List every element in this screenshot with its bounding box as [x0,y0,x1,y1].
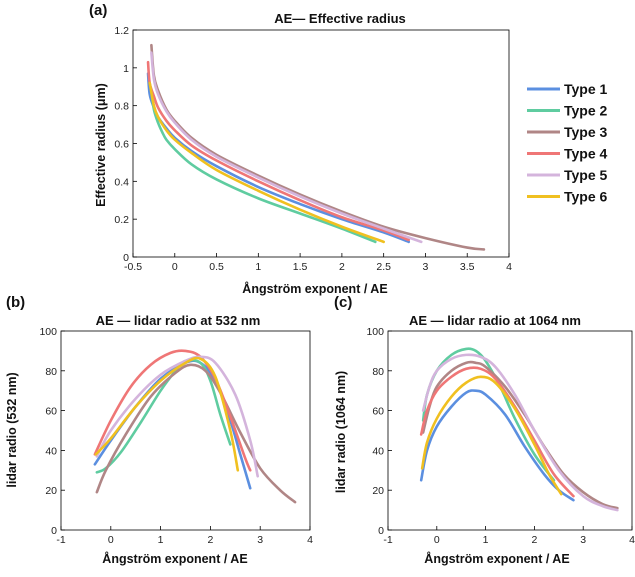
panel-c-series-line-1 [419,389,575,502]
panel-a-ytick-label: 0.6 [114,139,129,151]
legend-item: Type 6 [527,189,608,205]
panel-a-series-line-2 [150,89,377,244]
panel-b-title: AE — lidar radio at 532 nm [96,313,261,328]
panel-a-ytick-label: 0.4 [114,176,129,188]
panel-a-xtick-label: 0 [172,261,178,273]
panel-a-series-line-6 [148,81,385,244]
panel-b-axes-frame [60,330,311,531]
panel-a-series-line-5 [150,51,423,244]
panel-c-xtick-label: 4 [629,534,635,546]
panel-c-series-line-6 [420,375,563,496]
panel-c-ytick-label: 40 [372,445,384,457]
panel-a-ytick-label: 0.2 [114,214,129,226]
panel-c-ytick-label: 80 [372,366,384,378]
panel-b-xlabel: Ångström exponent / AE [102,551,247,566]
legend-item: Type 4 [527,146,608,162]
legend-label: Type 2 [564,103,608,119]
panel-b-xtick-label: -1 [56,534,65,546]
panel-b-xtick-label: 3 [257,534,263,546]
panel-c-xtick-label: 2 [531,534,537,546]
legend-item: Type 2 [527,103,608,119]
panel-a-xtick-label: 3.5 [460,261,475,273]
panel-a-tag: (a) [89,2,107,19]
panel-c-title: AE — lidar radio at 1064 nm [409,313,581,328]
panel-a-ytick-label: 1 [123,63,129,75]
panel-b-ytick-label: 60 [45,406,57,418]
panel-c-series-line-3 [421,360,619,510]
panel-c-ytick-label: 0 [378,525,384,537]
panel-c-xlabel: Ångström exponent / AE [424,551,569,566]
panel-b-ytick-label: 20 [45,485,57,497]
panel-b-ylabel: lidar radio (532 nm) [5,372,19,487]
panel-b-ytick-label: 40 [45,445,57,457]
panel-a-xtick-label: 0.5 [209,261,224,273]
panel-b-tag: (b) [6,294,25,311]
panel-c: (c) AE — lidar radio at 1064 nm Ångström… [334,294,635,566]
panel-b-ytick-label: 100 [39,326,57,338]
legend-label: Type 1 [564,81,608,97]
panel-a-series-line-4 [146,60,411,242]
panel-a-xtick-label: 2.5 [376,261,391,273]
panel-c-series-line-4 [419,366,575,498]
panel-c-series-group [419,347,619,512]
panel-a: (a) AE— Effective radius Ångström expone… [89,2,608,296]
panel-b-series-line-6 [94,356,240,472]
panel-b-series-line-2 [95,358,232,474]
panel-a-xlabel: Ångström exponent / AE [242,281,387,296]
panel-a-legend: Type 1 Type 2 Type 3 Type 4 Type 5 Type 6 [527,81,608,205]
panel-b-xtick-label: 1 [158,534,164,546]
panel-a-ytick-label: 0 [123,252,129,264]
panel-a-ylabel: Effective radius (μm) [94,83,108,207]
legend-item: Type 5 [527,167,608,183]
legend-item: Type 1 [527,81,608,97]
panel-a-xtick-label: 4 [506,261,512,273]
panel-a-xtick-label: 3 [423,261,429,273]
panel-c-tag: (c) [334,294,352,311]
panel-a-series-line-3 [150,43,486,251]
panel-c-xtick-label: 3 [580,534,586,546]
legend-label: Type 4 [564,146,608,162]
panel-a-title: AE— Effective radius [274,11,406,26]
panel-b-series-group [93,349,297,504]
panel-c-ylabel: lidar radio (1064 nm) [334,371,348,493]
panel-a-ytick-label: 0.8 [114,101,129,113]
legend-item: Type 3 [527,124,608,140]
panel-b-ytick-label: 80 [45,366,57,378]
panel-a-xtick-label: 1.5 [293,261,308,273]
panel-a-xtick-label: 2 [339,261,345,273]
panel-c-xtick-label: 0 [434,534,440,546]
panel-b: (b) AE — lidar radio at 532 nm Ångström … [5,294,313,566]
legend-label: Type 5 [564,167,608,183]
legend-label: Type 3 [564,124,608,140]
panel-a-xtick-label: -0.5 [124,261,142,273]
panel-c-xtick-label: -1 [383,534,392,546]
legend-label: Type 6 [564,189,608,205]
panel-b-ytick-label: 0 [51,525,57,537]
panel-b-xtick-label: 0 [108,534,114,546]
panel-b-series-line-3 [95,363,297,504]
panel-c-ytick-label: 100 [366,326,384,338]
panel-c-series-line-5 [421,353,619,512]
panel-c-ytick-label: 60 [372,406,384,418]
panel-a-ytick-label: 1.2 [114,25,129,37]
panel-c-xtick-label: 1 [483,534,489,546]
panel-b-series-line-4 [93,349,252,472]
panel-c-ytick-label: 20 [372,485,384,497]
panel-b-xtick-label: 2 [207,534,213,546]
panel-a-series-group [146,43,486,251]
panel-c-axes-frame [387,330,633,531]
panel-b-xtick-label: 4 [307,534,313,546]
panel-a-plot: -0.5 0 0.5 1 1.5 2 2.5 3 3.5 400.20.40.60.811.2 [114,25,512,273]
panel-a-xtick-label: 1 [255,261,261,273]
